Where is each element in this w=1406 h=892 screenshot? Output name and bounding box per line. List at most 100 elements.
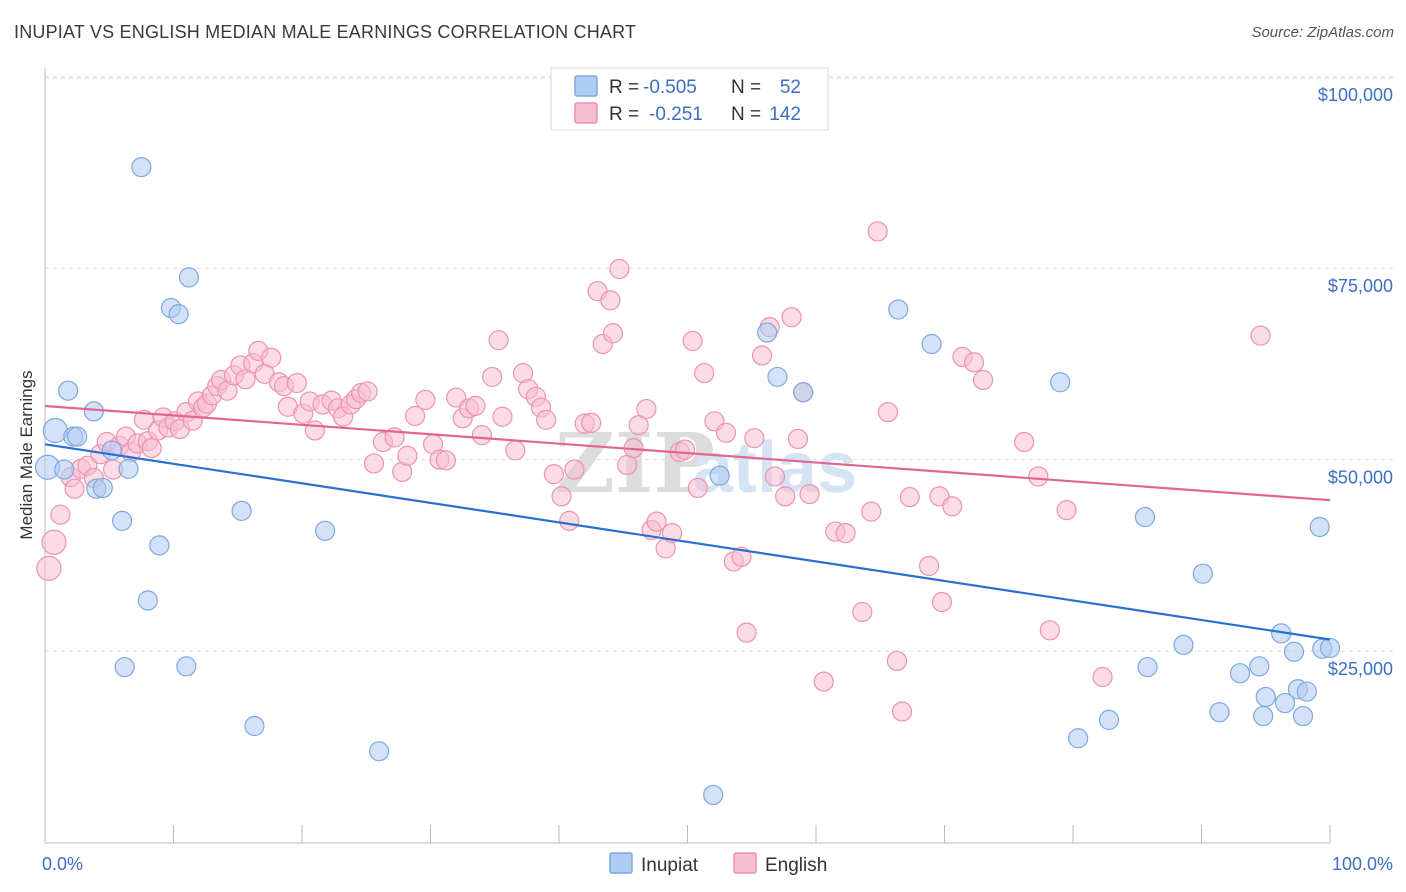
inupiat-point-19 <box>178 267 200 288</box>
inupiat-point-34 <box>1134 506 1156 528</box>
x-tick-left: 0.0% <box>42 854 83 874</box>
inupiat-point-42 <box>1255 686 1276 708</box>
english-point-116 <box>813 671 834 692</box>
legend-n-label-2: N = <box>731 104 761 125</box>
inupiat-point-21 <box>244 715 265 737</box>
english-point-70 <box>488 330 509 351</box>
inupiat-point-27 <box>767 366 788 388</box>
english-point-80 <box>559 510 580 531</box>
y-axis-label: Median Male Earnings <box>17 370 36 539</box>
inupiat-point-49 <box>1309 516 1330 538</box>
legend-swatch-english <box>574 102 598 124</box>
inupiat-point-32 <box>1068 728 1089 749</box>
english-point-134 <box>1028 466 1049 487</box>
english-point-115 <box>799 483 820 505</box>
english-point-103 <box>715 422 737 443</box>
legend-n-value-2: 142 <box>769 104 801 125</box>
english-point-81 <box>564 459 585 480</box>
english-point-110 <box>764 466 785 487</box>
english-point-128 <box>931 591 953 613</box>
english-point-106 <box>736 622 757 643</box>
english-point-120 <box>861 501 882 522</box>
inupiat-point-24 <box>703 784 724 806</box>
english-point-119 <box>852 601 873 623</box>
inupiat-point-41 <box>1253 705 1274 727</box>
inupiat-trend-line <box>44 443 1331 641</box>
inupiat-point-36 <box>1173 634 1194 655</box>
english-point-107 <box>744 428 765 449</box>
inupiat-point-17 <box>168 304 189 325</box>
inupiat-point-33 <box>1098 709 1120 731</box>
english-point-111 <box>775 486 796 507</box>
english-point-89 <box>617 454 638 476</box>
inupiat-point-5 <box>67 426 88 447</box>
legend-r-value-1: -0.505 <box>643 77 697 98</box>
english-point-72 <box>505 440 526 461</box>
english-point-42 <box>286 372 307 394</box>
english-point-54 <box>363 453 385 474</box>
english-point-86 <box>600 290 621 311</box>
english-point-125 <box>899 487 920 508</box>
english-points <box>36 221 1271 722</box>
inupiat-point-18 <box>176 656 197 677</box>
english-point-133 <box>1014 431 1035 453</box>
english-point-122 <box>877 402 899 423</box>
correlation-legend: R = -0.505 N = 52 R = -0.251 N = 142 <box>550 67 829 131</box>
legend-r-label-2: R = <box>609 104 639 125</box>
english-point-45 <box>304 420 325 441</box>
english-trend-line <box>44 404 1331 502</box>
english-point-53 <box>357 381 378 402</box>
inupiat-point-29 <box>888 299 909 320</box>
inupiat-point-30 <box>921 333 942 355</box>
english-point-34 <box>235 369 256 390</box>
english-point-118 <box>835 522 856 544</box>
english-point-137 <box>1092 666 1113 688</box>
inupiat-point-11 <box>114 656 135 678</box>
english-point-108 <box>751 345 773 366</box>
english-point-100 <box>687 477 708 499</box>
english-point-88 <box>609 258 630 280</box>
inupiat-point-35 <box>1137 656 1158 678</box>
inupiat-point-51 <box>1319 637 1341 659</box>
inupiat-point-48 <box>1296 681 1317 702</box>
bottom-legend-label-inupiat: Inupiat <box>641 855 699 876</box>
inupiat-point-39 <box>1229 663 1251 684</box>
legend-n-value-1: 52 <box>780 77 801 98</box>
inupiat-point-23 <box>369 741 390 762</box>
chart-source: Source: ZipAtlas.com <box>1251 24 1394 41</box>
legend-n-label-1: N = <box>731 77 761 98</box>
english-point-59 <box>404 405 426 427</box>
inupiat-point-9 <box>101 440 122 461</box>
english-point-123 <box>886 650 908 672</box>
english-point-91 <box>628 415 649 436</box>
english-point-78 <box>543 464 564 485</box>
english-point-121 <box>867 221 888 242</box>
english-point-83 <box>581 412 602 433</box>
inupiat-point-12 <box>118 458 139 479</box>
english-point-136 <box>1056 500 1077 521</box>
bottom-legend-swatch-english <box>733 852 757 874</box>
english-point-124 <box>891 701 913 722</box>
english-point-105 <box>731 546 752 567</box>
inupiat-point-26 <box>757 322 778 343</box>
inupiat-points <box>34 157 1341 806</box>
inupiat-point-6 <box>83 401 104 422</box>
english-point-58 <box>397 445 418 466</box>
inupiat-point-22 <box>315 520 336 541</box>
english-point-4 <box>64 478 85 499</box>
english-point-68 <box>471 425 492 446</box>
inupiat-point-25 <box>709 465 730 486</box>
english-point-79 <box>551 486 572 507</box>
english-point-129 <box>942 496 963 517</box>
inupiat-point-44 <box>1274 692 1296 714</box>
inupiat-point-20 <box>231 500 252 521</box>
english-point-71 <box>492 406 513 427</box>
english-point-92 <box>636 398 657 420</box>
inupiat-point-2 <box>54 459 75 480</box>
bottom-legend-swatch-inupiat <box>609 852 633 874</box>
inupiat-point-14 <box>137 590 158 611</box>
inupiat-point-31 <box>1050 372 1071 393</box>
y-tick-label-0: $25,000 <box>1328 659 1393 679</box>
inupiat-point-40 <box>1249 656 1270 677</box>
